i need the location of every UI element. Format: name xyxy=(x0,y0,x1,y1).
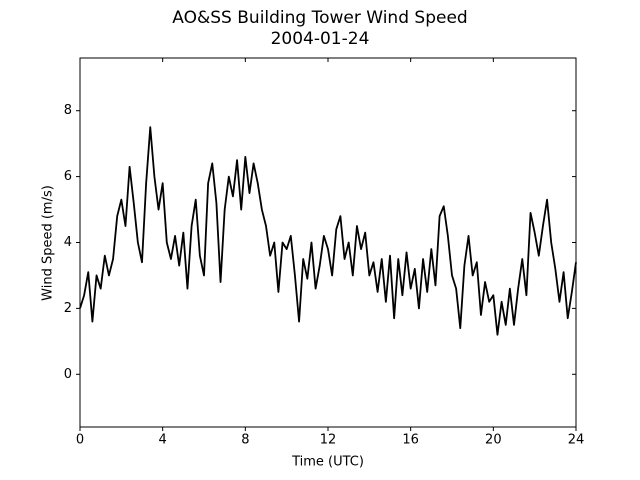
x-tick-label: 0 xyxy=(76,433,84,448)
data-line xyxy=(79,126,577,336)
y-tick-label: 4 xyxy=(64,235,72,250)
chart-subtitle: 2004-01-24 xyxy=(271,29,370,49)
x-tick-label: 20 xyxy=(485,433,502,448)
y-axis-label: Wind Speed (m/s) xyxy=(41,185,56,301)
y-tick-label: 0 xyxy=(64,367,72,382)
x-tick-label: 4 xyxy=(159,433,167,448)
plot-frame xyxy=(79,57,577,428)
x-tick-label: 8 xyxy=(241,433,249,448)
x-axis-label: Time (UTC) xyxy=(291,455,364,470)
y-tick-label: 6 xyxy=(64,169,72,184)
x-tick-label: 24 xyxy=(568,433,585,448)
y-tick-label: 2 xyxy=(64,301,72,316)
y-tick-label: 8 xyxy=(64,103,72,118)
x-tick-label: 12 xyxy=(320,433,337,448)
chart-title: AO&SS Building Tower Wind Speed xyxy=(172,8,467,28)
x-tick-label: 16 xyxy=(402,433,419,448)
